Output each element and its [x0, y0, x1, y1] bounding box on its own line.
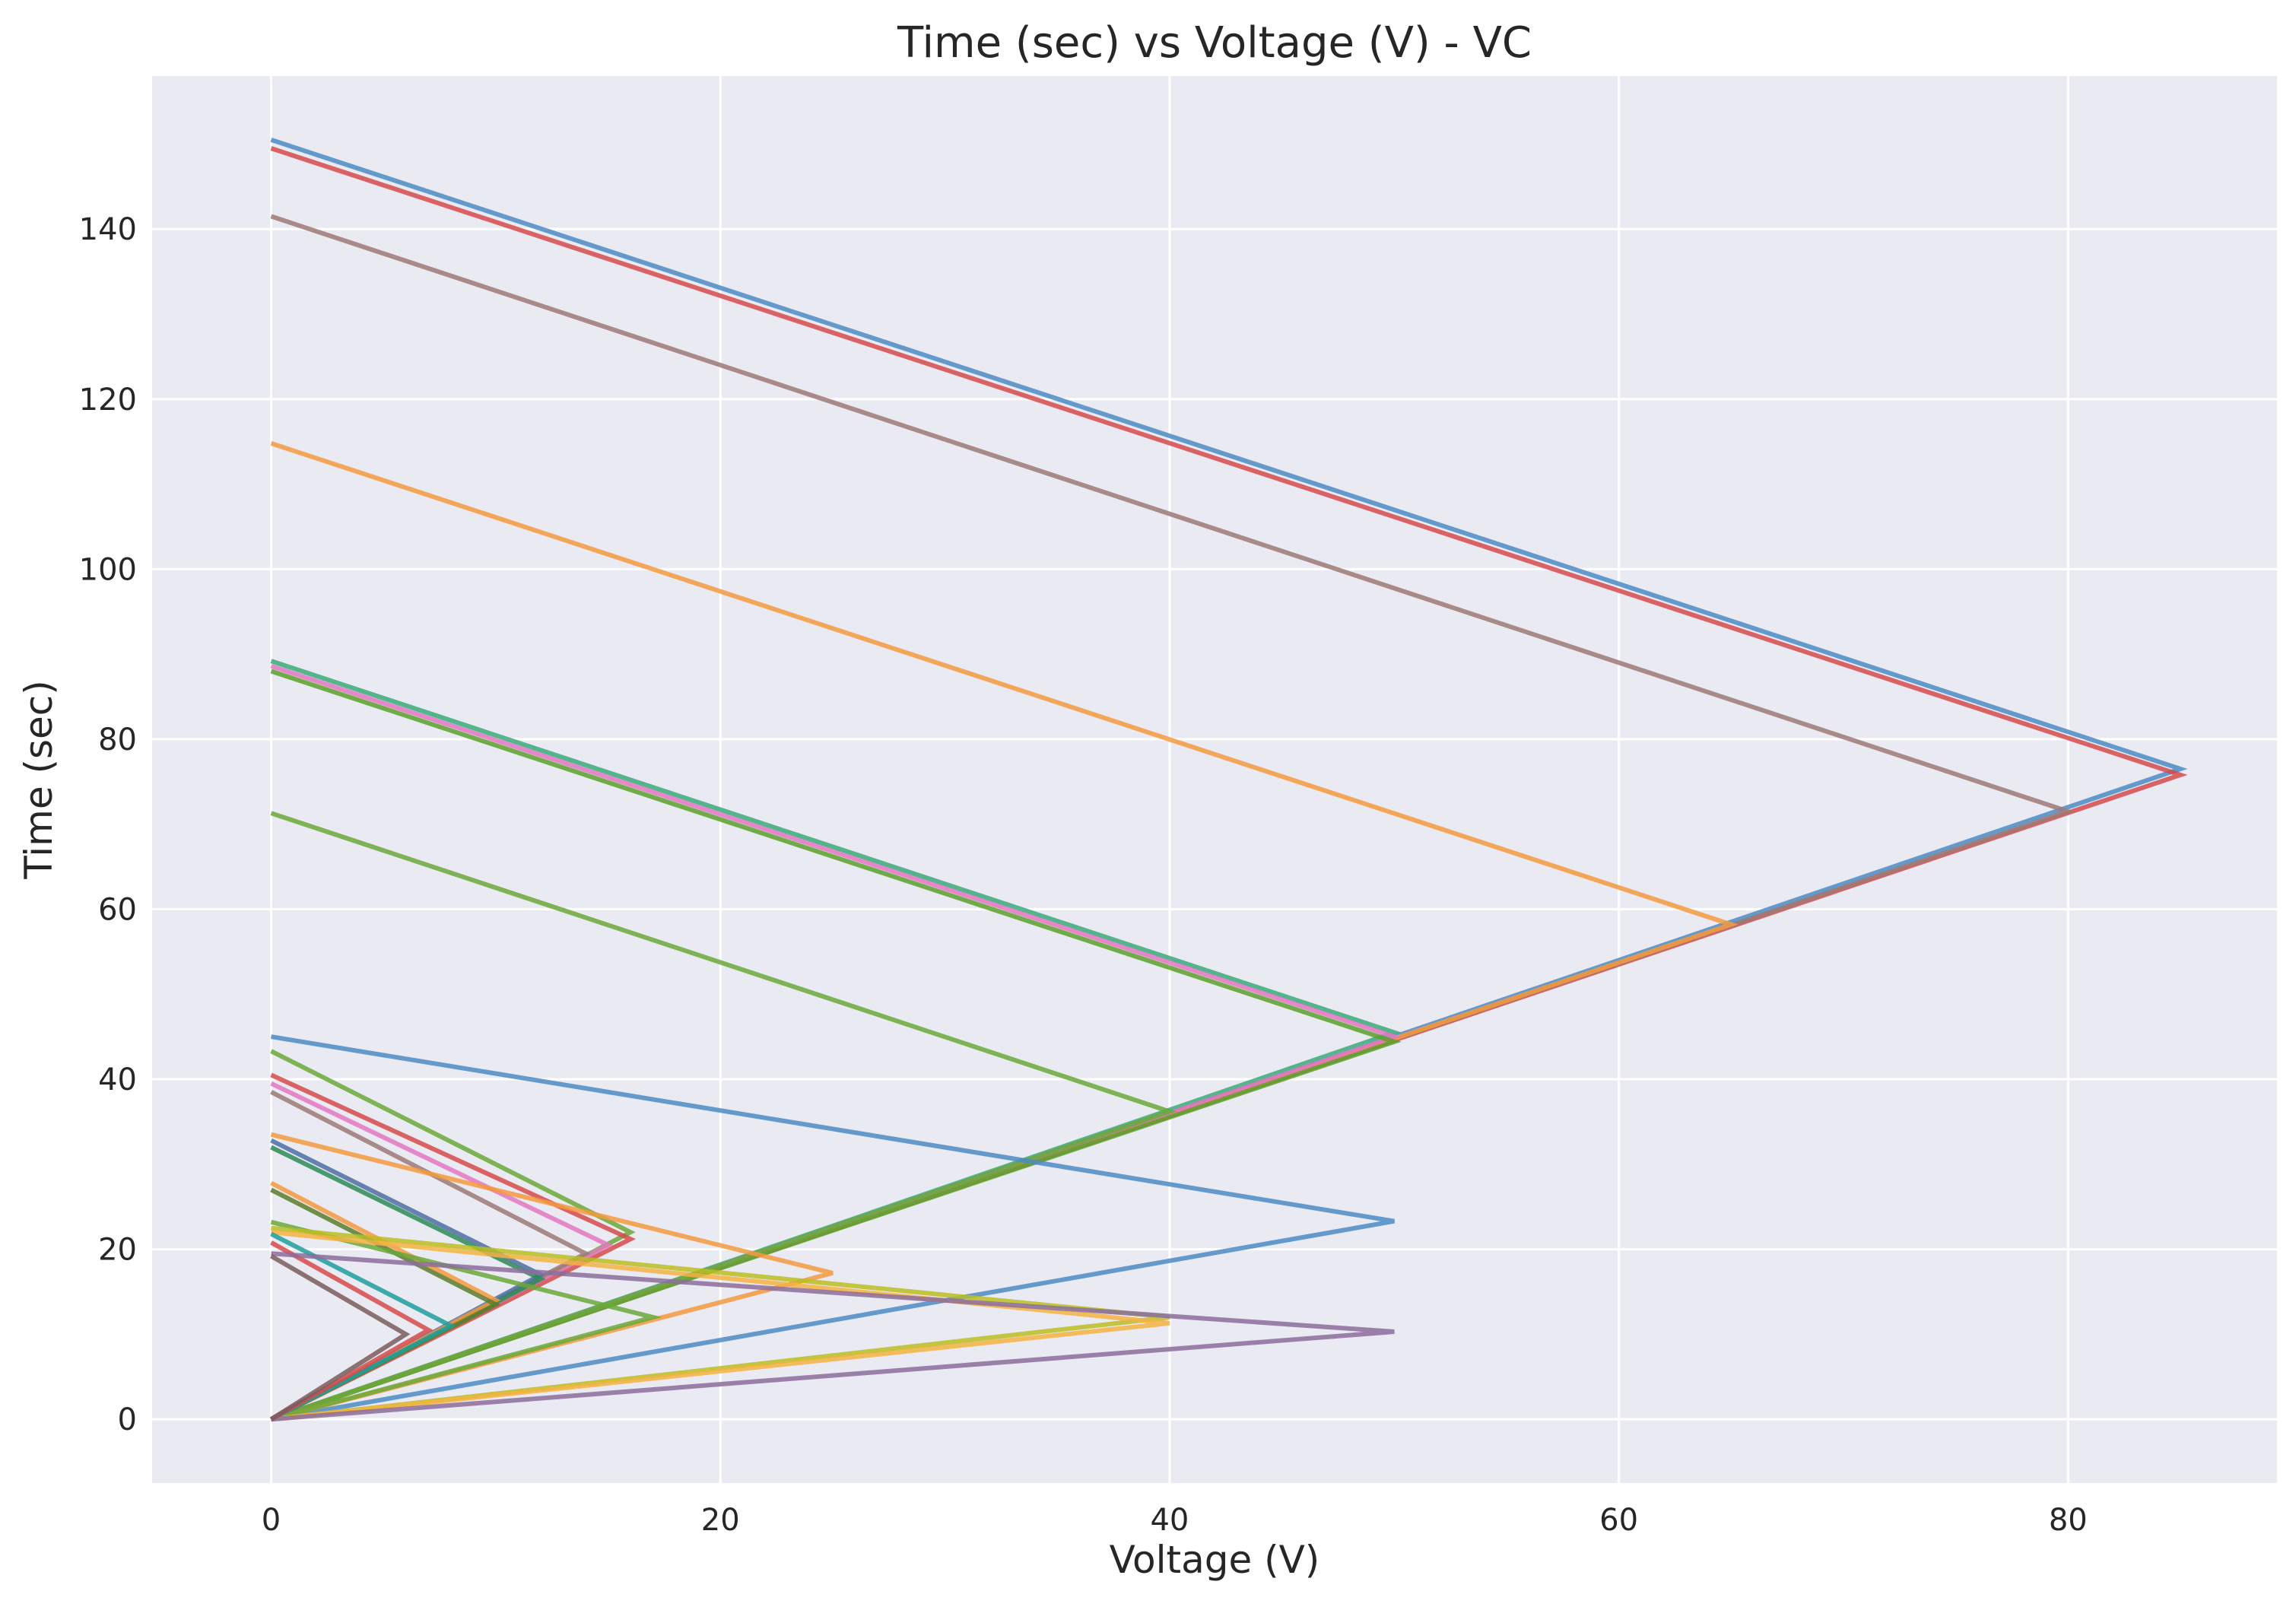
y-tick-label: 60 — [98, 892, 137, 927]
x-tick-label: 60 — [1599, 1503, 1638, 1538]
data-series — [269, 137, 2188, 1422]
y-tick-labels: 0 20 40 60 80 100 120 140 — [79, 212, 137, 1437]
series-line-run-08 — [270, 811, 1177, 1422]
series-line-run-23 — [270, 1240, 433, 1421]
y-tick-label: 0 — [118, 1402, 137, 1437]
x-tick-label: 0 — [262, 1503, 281, 1538]
gridlines — [152, 76, 2277, 1483]
y-axis-label: Time (sec) — [17, 680, 61, 880]
series-line-run-21 — [271, 1230, 1170, 1422]
y-tick-label: 40 — [98, 1062, 137, 1097]
x-tick-label: 20 — [701, 1503, 740, 1538]
y-tick-label: 80 — [98, 723, 137, 757]
y-tick-label: 20 — [98, 1233, 137, 1268]
series-line-run-24 — [271, 1251, 1395, 1422]
x-tick-label: 80 — [2049, 1503, 2088, 1538]
y-tick-label: 140 — [79, 212, 137, 247]
series-line-run-22 — [270, 1231, 456, 1421]
chart-title: Time (sec) vs Voltage (V) - VC — [897, 18, 1532, 68]
series-line-run-19 — [270, 1219, 662, 1422]
y-tick-label: 120 — [79, 383, 137, 418]
x-axis-label: Voltage (V) — [1110, 1538, 1320, 1582]
y-tick-label: 100 — [79, 552, 137, 587]
x-tick-labels: 0 20 40 60 80 — [262, 1503, 2088, 1538]
x-tick-label: 40 — [1150, 1503, 1189, 1538]
series-line-run-09 — [270, 1034, 1395, 1422]
series-line-run-25 — [269, 1253, 411, 1421]
